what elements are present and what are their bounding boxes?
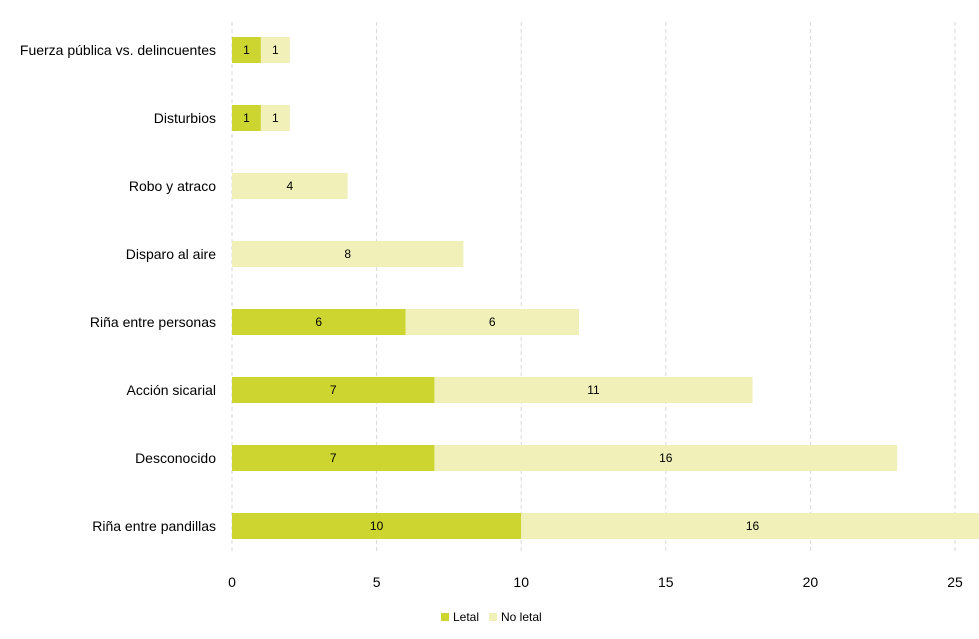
data-label-no-letal-rina-entre-pandillas: 16 <box>746 519 760 533</box>
bar-letal-fuerza-publica-vs-delincuentes <box>232 37 261 63</box>
x-tick-label: 5 <box>373 574 381 590</box>
category-labels: Fuerza pública vs. delincuentes Disturbio… <box>20 42 216 534</box>
bar-letal-rina-entre-personas <box>232 309 406 335</box>
x-tick-label: 25 <box>947 574 963 590</box>
data-label-letal-fuerza-publica-vs-delincuentes: 1 <box>243 43 250 57</box>
category-label-rina-entre-pandillas: Riña entre pandillas <box>92 518 216 534</box>
bar-no-letal-robo-y-atraco <box>232 173 348 199</box>
category-label-disparo-al-aire: Disparo al aire <box>126 246 216 262</box>
x-tick-label: 0 <box>228 574 236 590</box>
data-label-no-letal-disparo-al-aire: 8 <box>344 247 351 261</box>
bar-no-letal-disturbios <box>260 105 290 131</box>
data-label-no-letal-rina-entre-personas: 6 <box>489 315 496 329</box>
legend-label-letal: Letal <box>453 610 479 624</box>
data-label-no-letal-disturbios: 1 <box>272 111 279 125</box>
category-label-disturbios: Disturbios <box>154 110 216 126</box>
x-tick-label: 10 <box>513 574 529 590</box>
bar-no-letal-rina-entre-pandillas <box>521 513 979 539</box>
data-label-letal-disturbios: 1 <box>243 111 250 125</box>
data-label-letal-accion-sicarial: 7 <box>330 383 337 397</box>
bar-letal-desconocido <box>232 445 435 471</box>
x-tick-label: 20 <box>803 574 819 590</box>
category-label-robo-y-atraco: Robo y atraco <box>129 178 216 194</box>
data-label-no-letal-accion-sicarial: 11 <box>587 383 600 397</box>
legend: Letal No letal <box>441 610 542 624</box>
bar-letal-rina-entre-pandillas <box>232 513 522 539</box>
bar-no-letal-rina-entre-personas <box>405 309 580 335</box>
bar-no-letal-fuerza-publica-vs-delincuentes <box>260 37 290 63</box>
data-label-no-letal-robo-y-atraco: 4 <box>286 179 293 193</box>
bar-letal-disturbios <box>232 105 261 131</box>
bar-no-letal-accion-sicarial <box>434 377 753 403</box>
bar-no-letal-disparo-al-aire <box>232 241 464 267</box>
category-label-fuerza-publica-vs-delincuentes: Fuerza pública vs. delincuentes <box>20 42 216 58</box>
category-label-accion-sicarial: Acción sicarial <box>127 382 216 398</box>
data-label-letal-rina-entre-pandillas: 10 <box>370 519 384 533</box>
data-label-letal-rina-entre-personas: 6 <box>315 315 322 329</box>
data-label-letal-desconocido: 7 <box>330 451 337 465</box>
legend-label-no-letal: No letal <box>501 610 542 624</box>
bar-no-letal-desconocido <box>434 445 898 471</box>
bar-letal-accion-sicarial <box>232 377 435 403</box>
data-label-no-letal-desconocido: 16 <box>659 451 673 465</box>
x-tick-label: 15 <box>658 574 674 590</box>
gridlines <box>231 22 956 552</box>
legend-swatch-letal <box>441 613 449 621</box>
category-label-desconocido: Desconocido <box>135 450 216 466</box>
legend-swatch-no-letal <box>489 613 497 621</box>
data-label-no-letal-fuerza-publica-vs-delincuentes: 1 <box>272 43 279 57</box>
x-axis-tick-labels: 0 5 10 15 20 25 <box>228 574 963 590</box>
category-label-rina-entre-personas: Riña entre personas <box>90 314 216 330</box>
